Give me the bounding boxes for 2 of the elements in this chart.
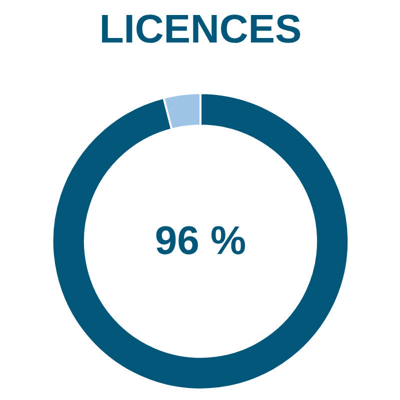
chart-title: LICENCES	[99, 8, 302, 52]
text: 96 %	[154, 219, 246, 264]
